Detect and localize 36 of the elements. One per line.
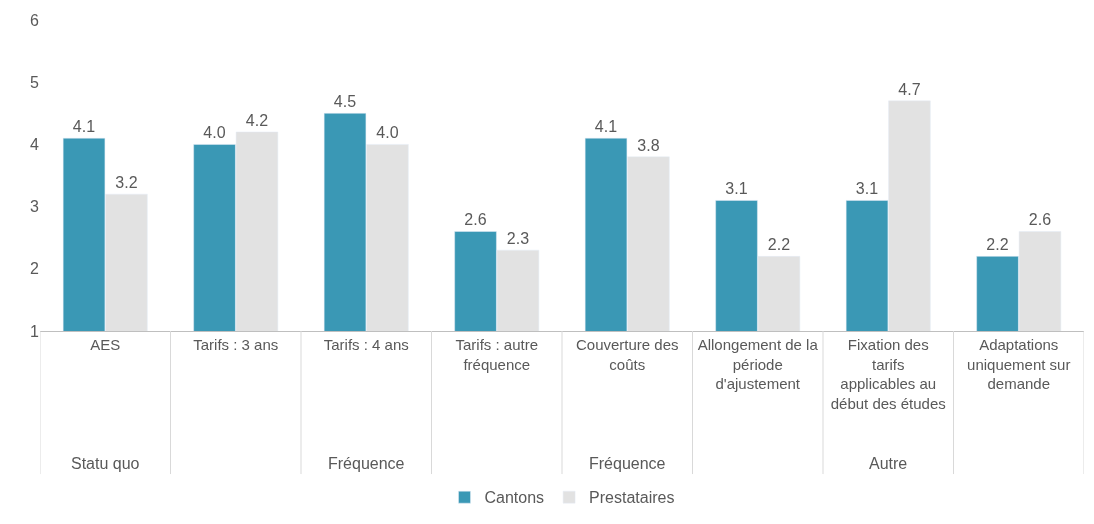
data-label: 2.2 xyxy=(986,236,1009,254)
data-label: 2.2 xyxy=(767,236,791,254)
data-label: 2.6 xyxy=(1028,211,1052,229)
x-tick-label: Tarifs : 4 ans xyxy=(323,336,409,353)
x-tick-label: Couverture des coûts xyxy=(575,336,679,373)
y-tick-label: 2 xyxy=(30,260,40,278)
data-label: 3.1 xyxy=(855,180,879,198)
text: Statu quo xyxy=(71,455,140,472)
data-label: 4.0 xyxy=(203,124,226,142)
data-label: 4.1 xyxy=(594,118,618,136)
text: Autre xyxy=(869,455,908,472)
data-label: 3.1 xyxy=(725,180,748,198)
x-tick-label: Adaptations uniquement sur demande xyxy=(967,336,1071,392)
y-tick-label: 4 xyxy=(30,136,40,153)
data-label: 4.7 xyxy=(898,80,921,98)
x-tick-label: AES xyxy=(90,336,121,353)
data-label: 3.8 xyxy=(637,136,660,154)
data-label: 4.2 xyxy=(245,111,269,129)
data-label: 3.2 xyxy=(115,174,138,192)
x-tick-label: Tarifs : autre fréquence xyxy=(455,336,539,373)
data-label: 2.6 xyxy=(464,211,487,229)
data-label: 4.1 xyxy=(72,118,96,136)
x-tick-label: Fixation des tarifs applicables au début des études xyxy=(830,336,946,412)
data-label: 4.5 xyxy=(333,93,357,111)
legend-label: Prestataires xyxy=(589,489,675,507)
legend-label: Cantons xyxy=(484,489,545,507)
x-tick-label: Tarifs : 3 ans xyxy=(193,336,279,353)
y-tick-label: 1 xyxy=(30,322,40,340)
data-label: 2.3 xyxy=(506,230,530,248)
data-label: 4.0 xyxy=(376,124,399,142)
y-tick-label: 3 xyxy=(30,198,40,216)
text: Fréquence xyxy=(589,455,666,472)
x-tick-label: Allongement de la période d'ajustement xyxy=(697,336,819,392)
y-tick-label: 6 xyxy=(30,11,40,29)
y-tick-label: 5 xyxy=(30,73,40,91)
text: Fréquence xyxy=(328,455,405,472)
